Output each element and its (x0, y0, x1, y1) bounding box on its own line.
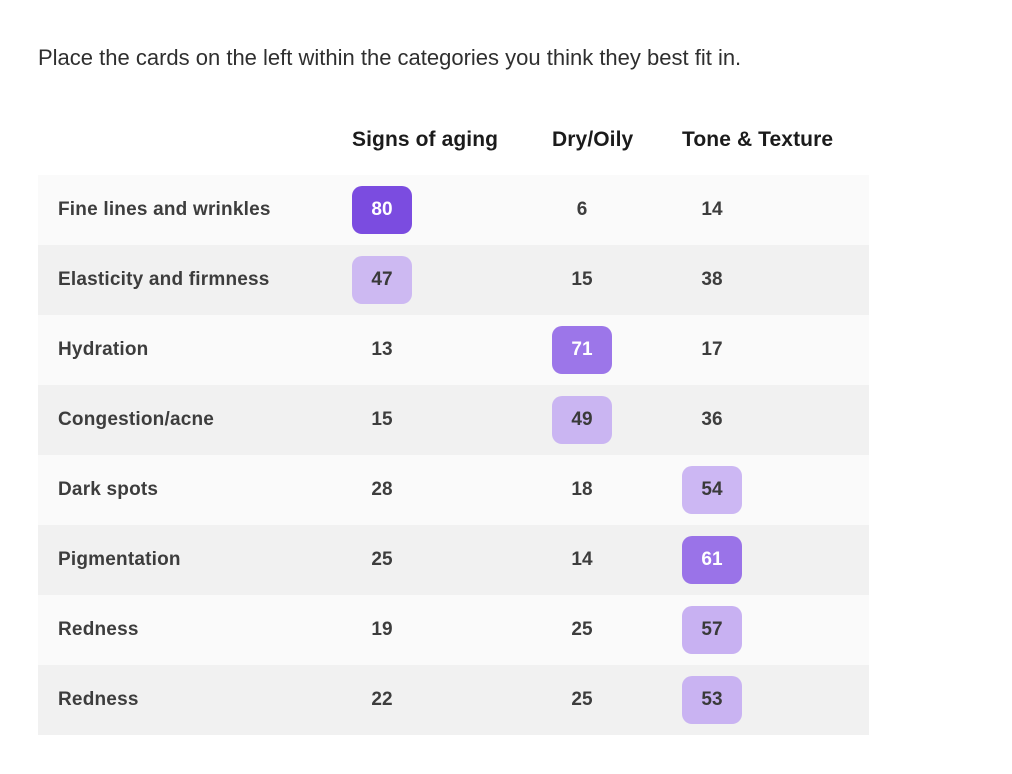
matrix-cell: 15 (552, 256, 682, 304)
cell-value: 80 (352, 186, 412, 234)
matrix-row: Congestion/acne 15 49 36 (38, 385, 869, 455)
row-label: Hydration (58, 339, 149, 360)
cell-value: 28 (371, 479, 393, 500)
matrix-cell: 22 (352, 676, 552, 724)
row-label: Elasticity and firmness (58, 269, 270, 290)
matrix-cell: 71 (552, 326, 682, 374)
row-label: Pigmentation (58, 549, 181, 570)
matrix-row: Redness 19 25 57 (38, 595, 869, 665)
matrix-row: Fine lines and wrinkles 80 6 14 (38, 175, 869, 245)
cell-value: 25 (571, 689, 593, 710)
cell-value: 25 (371, 549, 393, 570)
matrix-rows: Fine lines and wrinkles 80 6 14 Elastici… (38, 175, 869, 735)
matrix-cell: 14 (552, 536, 682, 584)
cell-value: 53 (682, 676, 742, 724)
row-label: Congestion/acne (58, 409, 215, 430)
matrix-cell: 38 (682, 256, 869, 304)
matrix-cell: 19 (352, 606, 552, 654)
matrix-cell: 61 (682, 536, 869, 584)
cell-value: 47 (352, 256, 412, 304)
matrix-cell: 25 (552, 606, 682, 654)
cell-value: 38 (701, 269, 723, 290)
matrix-row: Redness 22 25 53 (38, 665, 869, 735)
cell-value: 57 (682, 606, 742, 654)
matrix-cell: 47 (352, 256, 552, 304)
row-label: Dark spots (58, 479, 159, 500)
cell-value: 25 (571, 619, 593, 640)
column-header-tone-texture: Tone & Texture (682, 128, 834, 151)
matrix-cell: 80 (352, 186, 552, 234)
matrix-cell: 13 (352, 326, 552, 374)
column-header-dry-oily: Dry/Oily (552, 128, 634, 151)
cell-value: 49 (552, 396, 612, 444)
cell-value: 14 (571, 549, 593, 570)
cell-value: 17 (701, 339, 723, 360)
row-label: Redness (58, 619, 139, 640)
matrix-cell: 17 (682, 326, 869, 374)
question-text: Place the cards on the left within the c… (38, 45, 742, 70)
cell-value: 36 (701, 409, 723, 430)
matrix-header-row: Signs of aging Dry/Oily Tone & Texture (38, 105, 869, 175)
cell-value: 15 (571, 269, 593, 290)
matrix-cell: 15 (352, 396, 552, 444)
cell-value: 18 (571, 479, 593, 500)
matrix-cell: 53 (682, 676, 869, 724)
card-sort-results-page: Place the cards on the left within the c… (0, 44, 1012, 774)
cell-value: 6 (576, 199, 588, 220)
matrix-cell: 57 (682, 606, 869, 654)
matrix-cell: 49 (552, 396, 682, 444)
matrix-row: Pigmentation 25 14 61 (38, 525, 869, 595)
column-header-signs-of-aging: Signs of aging (352, 128, 499, 151)
matrix-cell: 36 (682, 396, 869, 444)
matrix-row: Hydration 13 71 17 (38, 315, 869, 385)
cell-value: 71 (552, 326, 612, 374)
matrix-cell: 54 (682, 466, 869, 514)
cell-value: 13 (371, 339, 393, 360)
matrix-cell: 28 (352, 466, 552, 514)
cell-value: 14 (701, 199, 723, 220)
results-matrix: Signs of aging Dry/Oily Tone & Texture F… (38, 105, 869, 735)
row-label: Redness (58, 689, 139, 710)
cell-value: 15 (371, 409, 393, 430)
matrix-cell: 14 (682, 186, 869, 234)
cell-value: 19 (371, 619, 393, 640)
cell-value: 22 (371, 689, 393, 710)
matrix-cell: 25 (552, 676, 682, 724)
matrix-cell: 18 (552, 466, 682, 514)
row-label: Fine lines and wrinkles (58, 199, 271, 220)
cell-value: 54 (682, 466, 742, 514)
matrix-cell: 6 (552, 186, 682, 234)
matrix-cell: 25 (352, 536, 552, 584)
matrix-row: Dark spots 28 18 54 (38, 455, 869, 525)
matrix-row: Elasticity and firmness 47 15 38 (38, 245, 869, 315)
cell-value: 61 (682, 536, 742, 584)
